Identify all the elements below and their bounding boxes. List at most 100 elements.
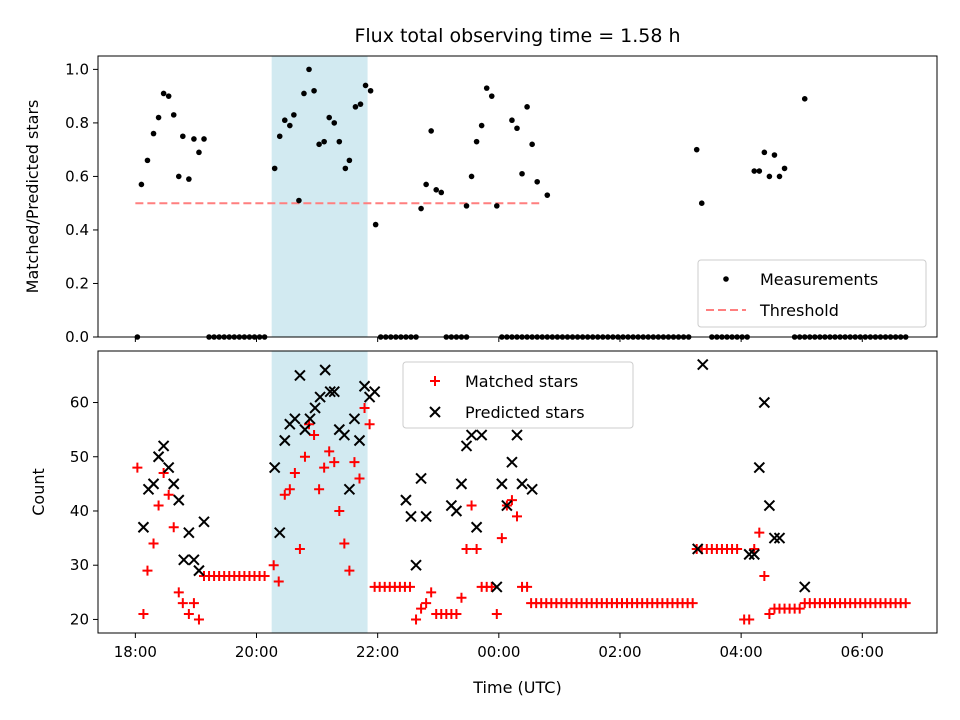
predicted-star-point — [491, 581, 503, 593]
matched-star-point — [193, 614, 204, 625]
measurement-point — [372, 221, 379, 228]
matched-star-point — [411, 614, 422, 625]
matched-star-point — [339, 538, 350, 549]
y-tick-label: 20 — [70, 610, 89, 628]
measurement-point — [352, 104, 359, 110]
predicted-star-point — [450, 505, 463, 517]
measurement-point — [175, 173, 182, 180]
measurement-point — [336, 138, 343, 145]
measurement-point — [478, 122, 485, 129]
measurement-point — [342, 165, 349, 172]
predicted-star-point — [743, 548, 755, 561]
legend-label: Threshold — [759, 301, 839, 320]
measurement-point — [276, 133, 283, 140]
top-shaded-region — [271, 56, 368, 337]
legend-box — [697, 259, 927, 328]
y-tick-label: 0.8 — [65, 114, 89, 132]
legend-measurement-marker — [723, 276, 729, 282]
matched-star-point — [354, 473, 365, 484]
predicted-star-point — [415, 472, 427, 485]
x-tick-label: 18:00 — [114, 643, 157, 661]
measurement-point — [321, 138, 327, 145]
matched-star-point — [732, 543, 743, 554]
measurement-point — [524, 104, 530, 110]
x-tick-label: 06:00 — [841, 643, 884, 661]
matched-star-point — [416, 603, 427, 614]
predicted-star-point — [526, 483, 538, 495]
measurement-point — [150, 130, 157, 137]
measurement-point — [488, 93, 495, 99]
matched-star-point — [138, 609, 149, 620]
predicted-star-point — [758, 396, 771, 409]
predicted-stars-points — [137, 358, 811, 593]
matched-star-point — [451, 609, 462, 620]
predicted-star-point — [168, 478, 180, 490]
measurement-point — [766, 173, 773, 180]
predicted-star-point — [324, 385, 336, 398]
measurement-point — [534, 178, 540, 185]
matched-star-point — [273, 576, 284, 587]
predicted-star-point — [768, 532, 781, 544]
predicted-star-point — [304, 413, 316, 425]
matched-star-point — [486, 581, 497, 592]
measurement-point — [433, 187, 440, 193]
measurement-point — [311, 87, 317, 94]
predicted-star-point — [506, 456, 518, 468]
predicted-star-point — [299, 423, 311, 436]
predicted-star-point — [279, 434, 291, 447]
measurement-point — [771, 152, 778, 158]
measurement-point — [326, 114, 333, 121]
matched-star-point — [359, 402, 370, 413]
matched-star-point — [466, 500, 477, 511]
predicted-star-point — [152, 451, 165, 463]
predicted-star-point — [319, 364, 331, 376]
predicted-star-point — [328, 385, 340, 398]
bottom-y-ticks: 20 30 40 50 60 — [70, 394, 98, 628]
y-tick-label: 60 — [70, 394, 89, 412]
measurement-point — [698, 200, 705, 206]
predicted-star-point — [410, 559, 422, 571]
bottom-x-ticks: 18:00 20:00 22:00 00:00 02:00 04:00 06:00 — [114, 633, 884, 661]
legend-label: Matched stars — [465, 372, 578, 391]
measurement-point — [751, 168, 758, 174]
measurement-point — [781, 165, 788, 172]
y-tick-label: 50 — [70, 448, 89, 466]
predicted-star-point — [157, 440, 170, 452]
predicted-star-point — [198, 516, 210, 528]
predicted-star-point — [289, 413, 301, 425]
predicted-star-point — [358, 380, 371, 392]
y-tick-label: 0.4 — [65, 221, 89, 239]
matched-star-point — [511, 511, 522, 522]
matched-star-point — [471, 543, 482, 554]
matched-star-point — [168, 522, 179, 533]
matched-star-point — [314, 484, 325, 495]
predicted-star-point — [511, 429, 523, 441]
predicted-star-point — [173, 494, 185, 506]
matched-star-point — [426, 587, 437, 598]
predicted-star-point — [501, 499, 513, 512]
matched-star-point — [188, 598, 199, 609]
predicted-star-point — [338, 429, 351, 441]
legend-matched-marker — [430, 376, 440, 386]
measurement-point — [693, 146, 700, 153]
measurement-point — [301, 90, 307, 97]
matched-star-point — [491, 609, 502, 620]
y-tick-label: 0.6 — [65, 167, 89, 185]
predicted-star-point — [137, 521, 150, 533]
measurement-point — [271, 165, 278, 172]
matched-star-point — [324, 446, 335, 457]
predicted-star-point — [470, 521, 483, 533]
matched-star-point — [764, 609, 775, 620]
y-tick-label: 1.0 — [65, 60, 89, 78]
measurement-point — [494, 203, 500, 209]
measurement-point — [544, 192, 551, 198]
measurement-point — [362, 82, 369, 89]
chart-title: Flux total observing time = 1.58 h — [354, 25, 680, 47]
bottom-legend: Matched stars Predicted stars — [402, 361, 634, 429]
predicted-star-point — [268, 461, 281, 474]
predicted-star-point — [455, 478, 468, 490]
measurement-point — [191, 136, 197, 142]
measurement-point — [306, 66, 312, 73]
matched-star-point — [294, 543, 305, 554]
